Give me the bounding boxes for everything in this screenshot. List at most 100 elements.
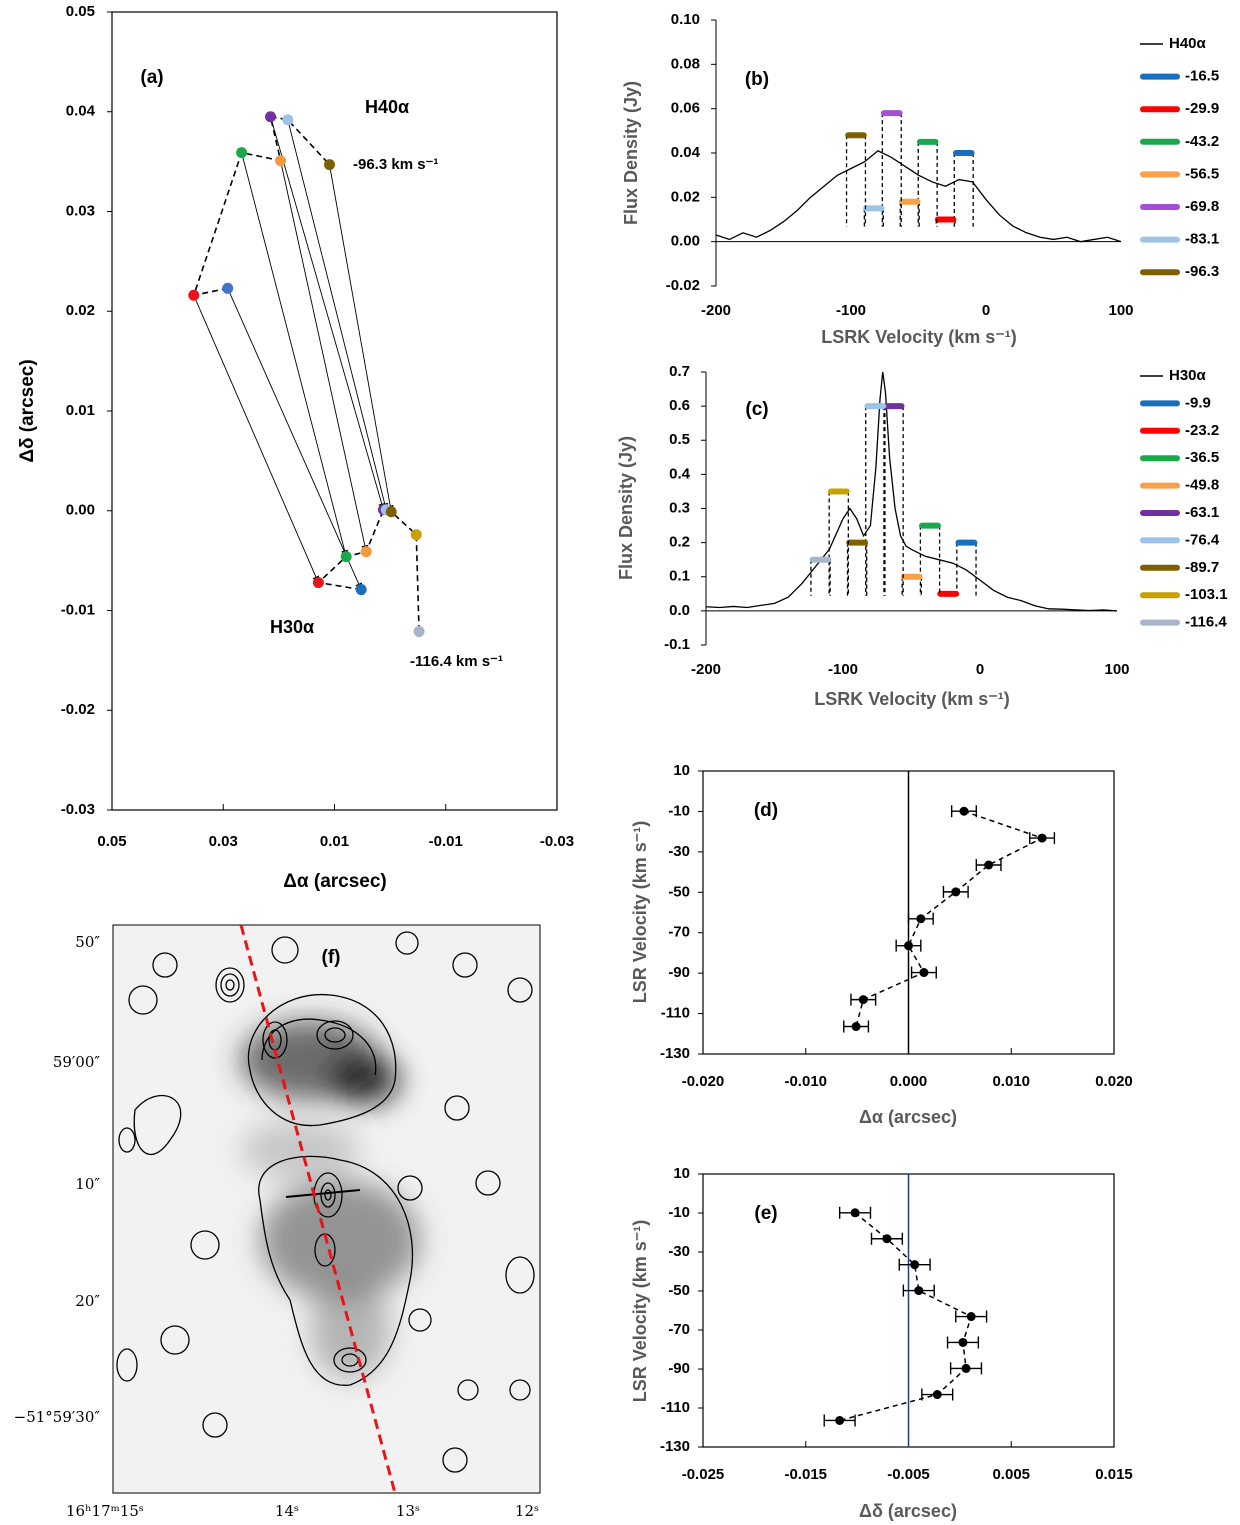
legend-swatch [1140, 138, 1180, 145]
y-tick-label: 0.1 [669, 568, 690, 585]
y-tick-label: −51°59′30″ [14, 1408, 101, 1426]
y-tick-label: 0.01 [66, 402, 95, 419]
y-tick-label: -50 [668, 1282, 690, 1299]
y-tick-label: 0.2 [669, 534, 690, 551]
x-tick-label: 0.015 [1095, 1466, 1133, 1483]
x-tick-label: -0.025 [682, 1466, 725, 1483]
channel-bar [845, 132, 867, 139]
point [882, 1234, 892, 1244]
y-tick-label: 10 [673, 762, 690, 779]
connector [287, 119, 389, 511]
point [410, 529, 422, 541]
legend-label: -49.8 [1185, 477, 1219, 494]
x-axis-label: LSRK Velocity (km s⁻¹) [814, 689, 1010, 709]
x-tick-label: 12ˢ [515, 1502, 539, 1520]
y-tick-label: -70 [668, 1321, 690, 1338]
x-tick-label: 0.020 [1095, 1073, 1133, 1090]
channel-bar [919, 522, 941, 529]
image-panel: (f) [112, 924, 541, 1494]
connector [329, 164, 394, 513]
channel-bar [937, 590, 960, 597]
y-tick-label: -70 [668, 924, 690, 941]
legend-label: -16.5 [1185, 68, 1219, 85]
point [222, 282, 234, 294]
y-tick-label: 0.05 [66, 3, 95, 20]
y-axis-label: Δδ (arcsec) [17, 359, 38, 462]
y-tick-label: -30 [668, 843, 690, 860]
point [1037, 833, 1047, 843]
channel-bar [916, 138, 939, 145]
y-axis-label: Flux Density (Jy) [621, 81, 641, 225]
legend-label: -69.8 [1185, 198, 1219, 215]
track [839, 1212, 973, 1422]
x-tick-label: 13ˢ [396, 1502, 420, 1520]
legend-swatch [1140, 204, 1180, 210]
legend-label: -76.4 [1185, 531, 1220, 548]
x-tick-label: 0.005 [992, 1466, 1030, 1483]
x-tick-label: -0.010 [784, 1073, 827, 1090]
panel-label: (c) [745, 399, 768, 420]
legend-swatch [1140, 510, 1180, 516]
y-tick-label: -0.1 [664, 636, 690, 653]
x-tick-label: 16ʰ17ᵐ15ˢ [66, 1502, 144, 1520]
legend-label: -83.1 [1185, 231, 1219, 248]
point [340, 551, 352, 563]
x-tick-label: -100 [836, 302, 866, 319]
channel-bar [809, 556, 832, 563]
point [265, 111, 277, 123]
point [958, 1337, 968, 1347]
connector [280, 160, 369, 553]
legend-swatch [1140, 592, 1180, 599]
legend-label: -36.5 [1185, 449, 1219, 466]
y-tick-label: 0.03 [66, 202, 95, 219]
y-tick-label: -0.02 [666, 277, 700, 294]
y-tick-label: 10″ [75, 1175, 100, 1193]
x-axis-label: Δα (arcsec) [859, 1107, 957, 1127]
x-tick-label: 0.01 [320, 833, 349, 850]
x-tick-label: 0 [976, 661, 984, 678]
point [951, 887, 961, 897]
spectrum [715, 150, 1122, 243]
legend-swatch [1140, 482, 1180, 489]
point [312, 577, 324, 589]
y-tick-label: -130 [660, 1438, 690, 1455]
y-tick-label: 59′00″ [53, 1053, 101, 1071]
jet-line [285, 1189, 361, 1198]
panel: 0.7 0.6 0.5 0.4 0.3 0.2 0.1 0.0 -0.1-200 -100 0 100… [616, 363, 1228, 709]
channel-bar [880, 110, 903, 117]
point [323, 159, 335, 171]
legend-swatch [1140, 73, 1180, 80]
x-tick-label: -100 [828, 661, 858, 678]
contours [116, 931, 535, 1473]
legend-label: -23.2 [1185, 422, 1219, 439]
y-tick-label: -0.01 [61, 601, 95, 618]
x-tick-label: -0.005 [887, 1466, 930, 1483]
channel-bar [827, 488, 850, 495]
panel-label: (a) [140, 67, 163, 88]
y-tick-label: 0.4 [669, 465, 691, 482]
y-tick-label: -10 [668, 1204, 690, 1221]
legend-label: -116.4 [1185, 614, 1227, 631]
x-tick-label: -0.03 [540, 833, 574, 850]
channel-bar [900, 573, 923, 580]
connector [193, 295, 320, 584]
x-tick-label: -0.015 [784, 1466, 827, 1483]
legend-label: -43.2 [1185, 133, 1219, 150]
series-label: H30α [270, 617, 314, 637]
y-tick-label: 0.5 [669, 431, 690, 448]
y-axis-label: LSR Velocity (km s⁻¹) [630, 1220, 650, 1403]
y-tick-label: 0.04 [671, 144, 701, 161]
point [385, 506, 397, 518]
y-tick-label: -90 [668, 964, 690, 981]
channel-bar [952, 150, 975, 156]
legend-swatch [1140, 269, 1180, 276]
legend-label: H40α [1169, 35, 1207, 52]
x-tick-label: -0.020 [682, 1073, 725, 1090]
legend-swatch [1140, 455, 1180, 462]
legend-swatch [1140, 537, 1180, 544]
y-tick-label: -10 [668, 802, 690, 819]
y-axis-label: Flux Density (Jy) [616, 436, 636, 580]
y-tick-label: 0.0 [669, 602, 690, 619]
channel-bar [863, 205, 885, 212]
x-tick-label: 14ˢ [275, 1502, 299, 1520]
